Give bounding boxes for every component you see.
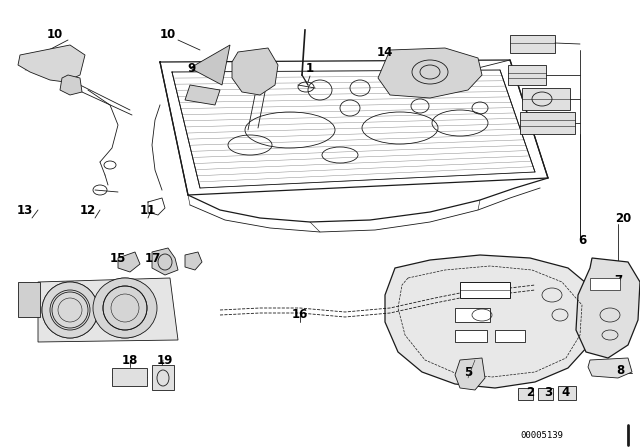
Text: 20: 20 (615, 211, 631, 224)
Text: 2: 2 (526, 387, 534, 400)
Bar (460, 282, 510, 298)
Ellipse shape (42, 282, 98, 338)
Bar (518, 388, 533, 400)
Text: 7: 7 (614, 273, 622, 287)
Polygon shape (18, 45, 85, 82)
Bar (112, 368, 147, 386)
Bar (598, 288, 626, 304)
Bar (510, 35, 555, 53)
Ellipse shape (95, 278, 155, 338)
Polygon shape (118, 252, 140, 272)
Text: 14: 14 (377, 46, 393, 59)
Text: 8: 8 (616, 363, 624, 376)
Bar (18, 282, 40, 317)
Text: 11: 11 (140, 203, 156, 216)
Bar (455, 308, 490, 322)
Text: 5: 5 (464, 366, 472, 379)
Bar (520, 112, 575, 134)
Text: 9: 9 (188, 61, 196, 74)
Bar (522, 88, 570, 110)
Bar (590, 278, 620, 290)
Text: 4: 4 (562, 387, 570, 400)
Polygon shape (576, 258, 640, 358)
Polygon shape (152, 248, 178, 275)
Bar (455, 330, 487, 342)
Text: 10: 10 (47, 29, 63, 42)
Polygon shape (60, 75, 82, 95)
Bar (508, 65, 546, 85)
Text: 12: 12 (80, 203, 96, 216)
Bar (558, 386, 576, 400)
Text: 6: 6 (578, 233, 586, 246)
Text: 18: 18 (122, 353, 138, 366)
Ellipse shape (93, 278, 157, 338)
Text: 3: 3 (544, 387, 552, 400)
Bar (538, 388, 553, 400)
Bar (152, 365, 174, 390)
Polygon shape (232, 48, 278, 95)
Polygon shape (378, 48, 482, 98)
Polygon shape (455, 358, 485, 390)
Polygon shape (190, 45, 230, 85)
Polygon shape (185, 252, 202, 270)
Polygon shape (588, 358, 632, 378)
Bar (495, 330, 525, 342)
Text: 1: 1 (306, 61, 314, 74)
Text: 00005139: 00005139 (520, 431, 563, 439)
Polygon shape (38, 278, 178, 342)
Text: 15: 15 (110, 251, 126, 264)
Text: 13: 13 (17, 203, 33, 216)
Ellipse shape (42, 282, 98, 338)
Text: 19: 19 (157, 353, 173, 366)
Text: 17: 17 (145, 251, 161, 264)
Text: 16: 16 (292, 309, 308, 322)
Text: 10: 10 (160, 29, 176, 42)
Polygon shape (185, 85, 220, 105)
Polygon shape (385, 255, 598, 388)
